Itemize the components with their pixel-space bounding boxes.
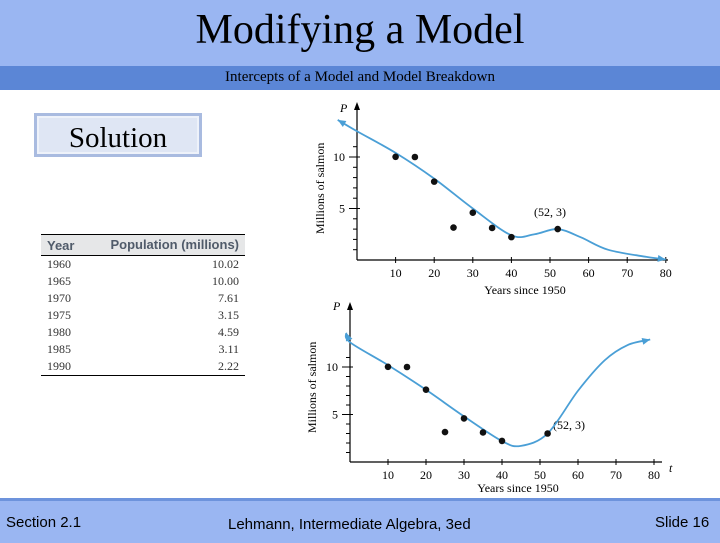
table-row: 1975 3.15 [41, 307, 245, 324]
slide-subtitle: Intercepts of a Model and Model Breakdow… [225, 69, 495, 85]
x-tick-label: 50 [544, 266, 556, 280]
year-cell: 1965 [47, 274, 71, 288]
x-axis-label: Years since 1950 [484, 283, 565, 297]
salmon-graph-top: P Millions of salmon Years since 1950 (5… [313, 101, 672, 297]
data-point [544, 430, 551, 437]
population-cell: 2.22 [218, 359, 239, 373]
curve-arrowhead [641, 337, 651, 345]
x-tick-label: 20 [420, 468, 432, 482]
table-row: 1985 3.11 [41, 341, 245, 358]
y-tick-label: 5 [332, 408, 338, 422]
footer-slide-number: Slide 16 [655, 514, 710, 531]
population-cell: 4.59 [218, 325, 239, 339]
population-cell: 7.61 [218, 291, 239, 305]
data-point [460, 415, 468, 422]
data-point [554, 225, 562, 233]
year-cell: 1980 [47, 325, 71, 339]
footer-bar [0, 498, 720, 543]
y-tick-label: 10 [326, 360, 338, 374]
curve-arrowhead [657, 254, 666, 262]
y-axis-arrow [347, 302, 353, 310]
data-point [469, 209, 477, 217]
population-cell: 3.11 [218, 342, 239, 356]
model-curve [337, 119, 666, 261]
slide-title: Modifying a Model [195, 7, 525, 53]
x-tick-label: 40 [505, 266, 517, 280]
y-tick-label: 5 [339, 202, 345, 216]
annotation: (52, 3) [553, 418, 585, 432]
data-point [422, 386, 430, 394]
data-point [392, 153, 399, 161]
y-axis-arrow [354, 102, 360, 110]
x-tick-label: 80 [648, 468, 660, 482]
x-tick-label: 30 [467, 266, 479, 280]
x-tick-label: 60 [583, 266, 595, 280]
year-cell: 1990 [47, 359, 71, 373]
data-point [479, 429, 487, 436]
year-cell: 1970 [47, 291, 71, 305]
x-tick-label: 10 [382, 468, 394, 482]
year-cell: 1975 [47, 308, 71, 322]
table-row: 1965 10.00 [41, 273, 245, 290]
data-point [384, 363, 392, 371]
data-point [498, 437, 506, 445]
x-tick-label: 10 [390, 266, 402, 280]
model-curve [344, 332, 651, 448]
table-row: 1990 2.22 [41, 358, 245, 376]
data-point [488, 224, 496, 232]
table-row: 1970 7.61 [41, 290, 245, 307]
population-cell: 10.02 [212, 257, 239, 271]
curve-arrowhead [337, 119, 347, 127]
footer-section: Section 2.1 [6, 514, 82, 531]
subtitle-bar [0, 66, 720, 90]
data-point [508, 233, 515, 241]
data-point [403, 363, 411, 371]
y-axis-label: Millions of salmon [305, 342, 319, 433]
solution-label: Solution [34, 113, 202, 157]
salmon-graph-bottom: P t Millions of salmon Years since 1950 … [305, 299, 673, 495]
annotation: (52, 3) [534, 205, 566, 219]
x-axis-label: Years since 1950 [477, 481, 558, 495]
x-tick-label: 40 [496, 468, 508, 482]
x-tick-label: 30 [458, 468, 470, 482]
curve-arrowhead [345, 332, 353, 342]
table-row: 1960 10.02 [41, 256, 245, 274]
x-tick-label: 80 [660, 266, 672, 280]
y-tick-label: 10 [333, 150, 345, 164]
data-point [450, 224, 457, 231]
column-header-population: Population (millions) [85, 234, 245, 256]
x-tick-label: 20 [428, 266, 440, 280]
t-axis-var: t [669, 461, 673, 475]
x-tick-label: 70 [621, 266, 633, 280]
footer-book: Lehmann, Intermediate Algebra, 3ed [228, 516, 471, 533]
year-cell: 1960 [47, 257, 71, 271]
population-cell: 3.15 [218, 308, 239, 322]
y-axis-var: P [332, 299, 341, 313]
x-tick-label: 60 [572, 468, 584, 482]
data-point [430, 178, 438, 185]
y-axis-var: P [339, 101, 348, 115]
y-axis-label: Millions of salmon [313, 143, 327, 234]
x-tick-label: 50 [534, 468, 546, 482]
population-cell: 10.00 [212, 274, 239, 288]
table-row: 1980 4.59 [41, 324, 245, 341]
table-header-row: Year Population (millions) [41, 234, 245, 256]
column-header-year: Year [41, 234, 86, 256]
population-table: Year Population (millions) 1960 10.02 196… [41, 234, 245, 376]
x-tick-label: 70 [610, 468, 622, 482]
year-cell: 1985 [47, 342, 71, 356]
data-point [441, 428, 449, 436]
data-point [411, 153, 419, 161]
